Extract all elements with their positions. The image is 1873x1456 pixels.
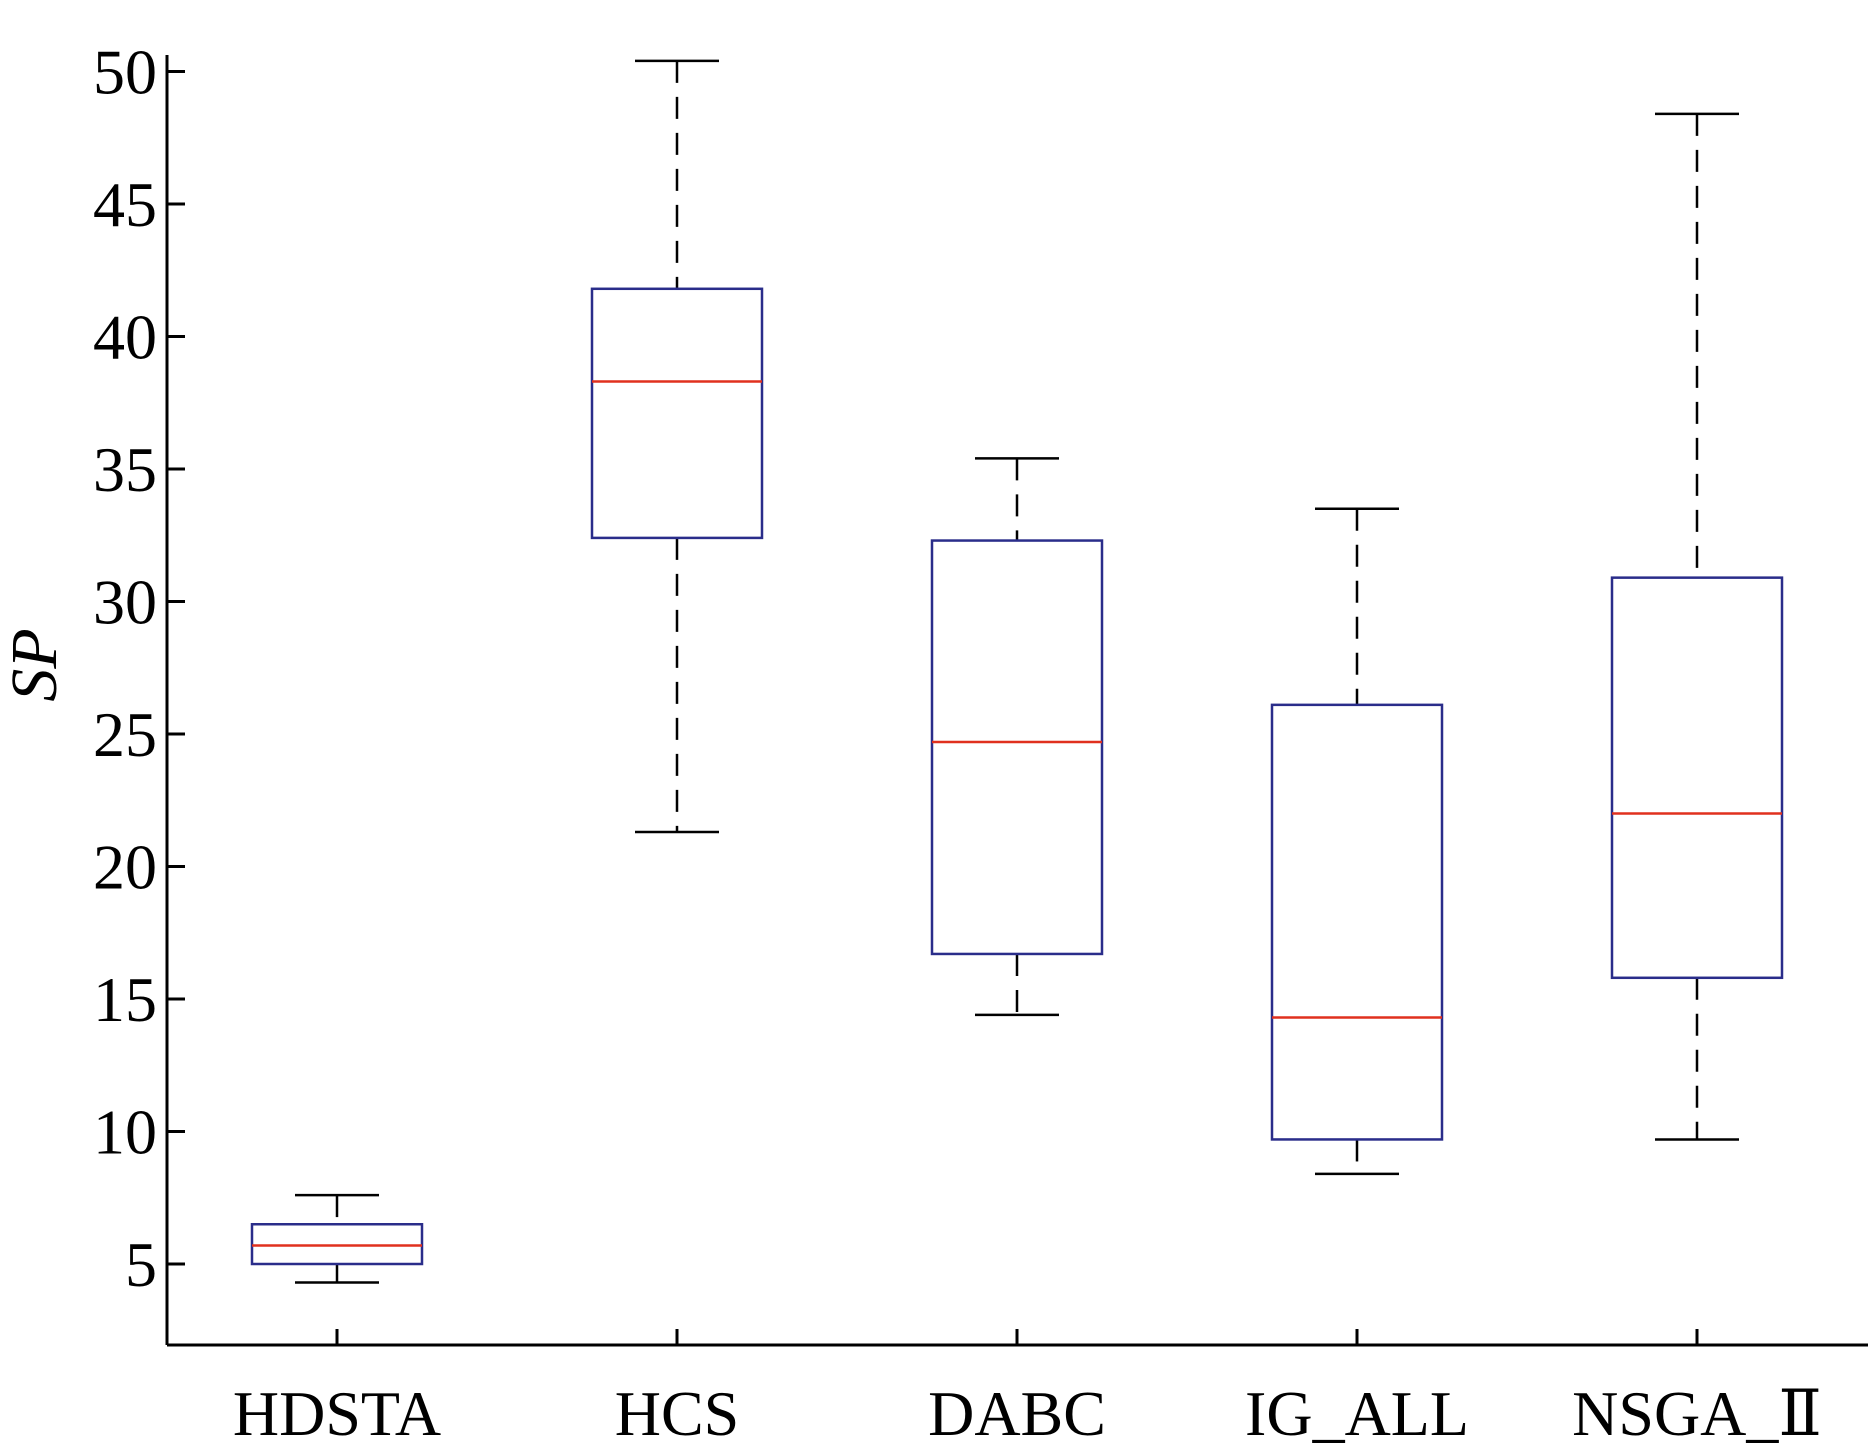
y-tick-label: 35	[93, 434, 157, 505]
x-tick-label: NSGA_Ⅱ	[1572, 1378, 1822, 1449]
y-tick-label: 5	[125, 1229, 157, 1300]
y-tick-label: 10	[93, 1097, 157, 1168]
y-tick-label: 50	[93, 37, 157, 108]
interquartile-box	[250, 1223, 424, 1266]
y-tick-label: 45	[93, 169, 157, 240]
box-dabc	[930, 457, 1104, 1017]
y-axis-label: SP	[0, 628, 71, 701]
x-tick-label: DABC	[928, 1378, 1106, 1449]
y-tick-label: 20	[93, 832, 157, 903]
y-tick-label: 15	[93, 964, 157, 1035]
interquartile-box	[1610, 576, 1784, 980]
interquartile-box	[590, 287, 764, 540]
x-tick-label: HDSTA	[233, 1378, 441, 1449]
y-tick-label: 25	[93, 699, 157, 770]
x-axis: HDSTA HCS DABC IG_ALL NSGA_Ⅱ	[167, 1329, 1868, 1449]
box-ig-all	[1270, 507, 1444, 1176]
y-axis: 5 10 15 20 25 30 35 40 45 50	[93, 37, 185, 1345]
x-tick-label: HCS	[615, 1378, 740, 1449]
box-series	[250, 59, 1784, 1284]
y-tick-label: 40	[93, 302, 157, 373]
y-tick-label: 30	[93, 567, 157, 638]
x-tick-label: IG_ALL	[1245, 1378, 1469, 1449]
box-nsga-	[1610, 112, 1784, 1141]
box-hcs	[590, 59, 764, 834]
interquartile-box	[930, 539, 1104, 956]
box-hdsta	[250, 1193, 424, 1284]
interquartile-box	[1270, 703, 1444, 1141]
